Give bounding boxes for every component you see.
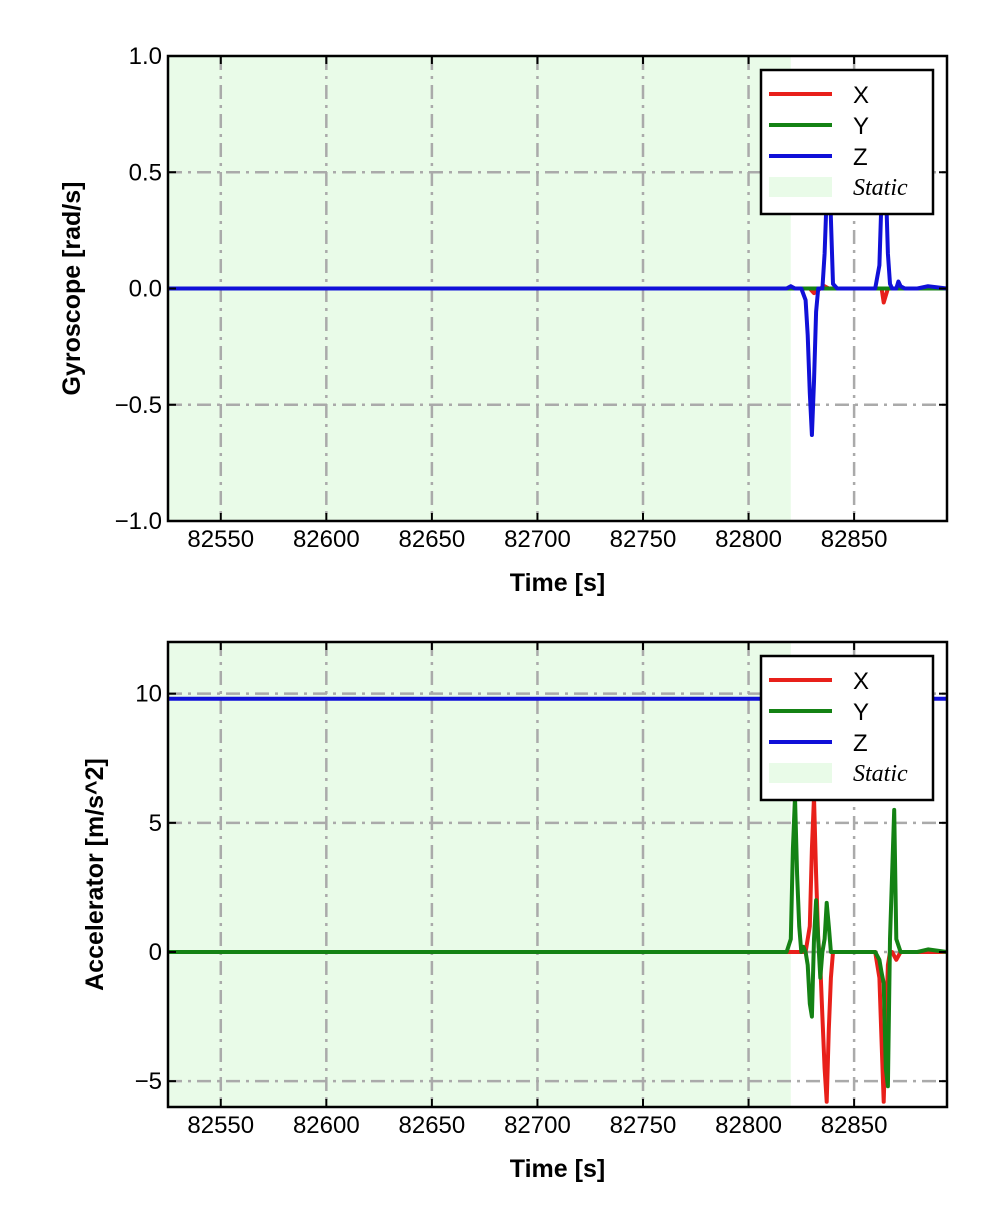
x-tick-label: 82850 [821,526,888,553]
x-tick-labels: 82550 82600 82650 82700 82750 82800 82850 [187,1112,887,1139]
y-tick-label: 0.0 [129,276,162,303]
x-tick-label: 82550 [187,526,254,553]
x-tick-label: 82750 [610,1112,677,1139]
y-tick-labels: −5 0 5 10 [135,681,162,1095]
y-tick-label: −1.0 [115,508,162,535]
x-axis-label: Time [s] [510,1155,605,1183]
plot-frame [166,640,949,1109]
accelerometer-chart: 82550 82600 82650 82700 82750 82800 82850 −5 0 5… [81,640,949,1183]
y-tick-labels: −1.0 −0.5 0.0 0.5 1.0 [115,43,162,535]
y-tick-label: 5 [149,810,162,837]
gyroscope-chart: 82550 82600 82650 82700 82750 82800 82850 −1.0… [58,43,949,597]
y-tick-label: 10 [135,681,162,708]
x-tick-label: 82600 [293,1112,360,1139]
series-line-z [168,135,947,437]
y-tick-label: 0.5 [129,159,162,186]
x-tick-label: 82700 [504,526,571,553]
legend-label-x: X [853,82,869,109]
x-tick-label: 82550 [187,1112,254,1139]
x-tick-label: 82700 [504,1112,571,1139]
legend-label-static: Static [853,175,908,201]
legend-static-swatch [769,763,832,783]
x-tick-label: 82800 [715,1112,782,1139]
ticks [168,642,947,1107]
legend: X Y Z Static [759,68,935,216]
static-region [168,642,791,1107]
x-tick-labels: 82550 82600 82650 82700 82750 82800 82850 [187,526,887,553]
legend-label-z: Z [853,144,868,171]
legend-label-static: Static [853,761,908,787]
legend-label-y: Y [853,113,869,140]
y-tick-label: 0 [149,939,162,966]
legend-label-y: Y [853,699,869,726]
y-tick-label: −0.5 [115,392,162,419]
x-tick-label: 82600 [293,526,360,553]
y-tick-label: 1.0 [129,43,162,70]
x-tick-label: 82750 [610,526,677,553]
y-axis-label: Accelerator [m/s^2] [81,758,109,991]
y-axis-label: Gyroscope [rad/s] [58,182,86,396]
x-tick-label: 82800 [715,526,782,553]
legend: X Y Z Static [759,654,935,802]
legend-label-x: X [853,668,869,695]
x-tick-label: 82850 [821,1112,888,1139]
y-tick-label: −5 [135,1068,162,1095]
series-line-y [168,795,947,1089]
x-axis-label: Time [s] [510,569,605,597]
series-lines [168,135,947,437]
legend-label-z: Z [853,730,868,757]
ticks [168,55,947,522]
legend-static-swatch [769,177,832,197]
x-tick-label: 82650 [399,1112,466,1139]
x-tick-label: 82650 [399,526,466,553]
